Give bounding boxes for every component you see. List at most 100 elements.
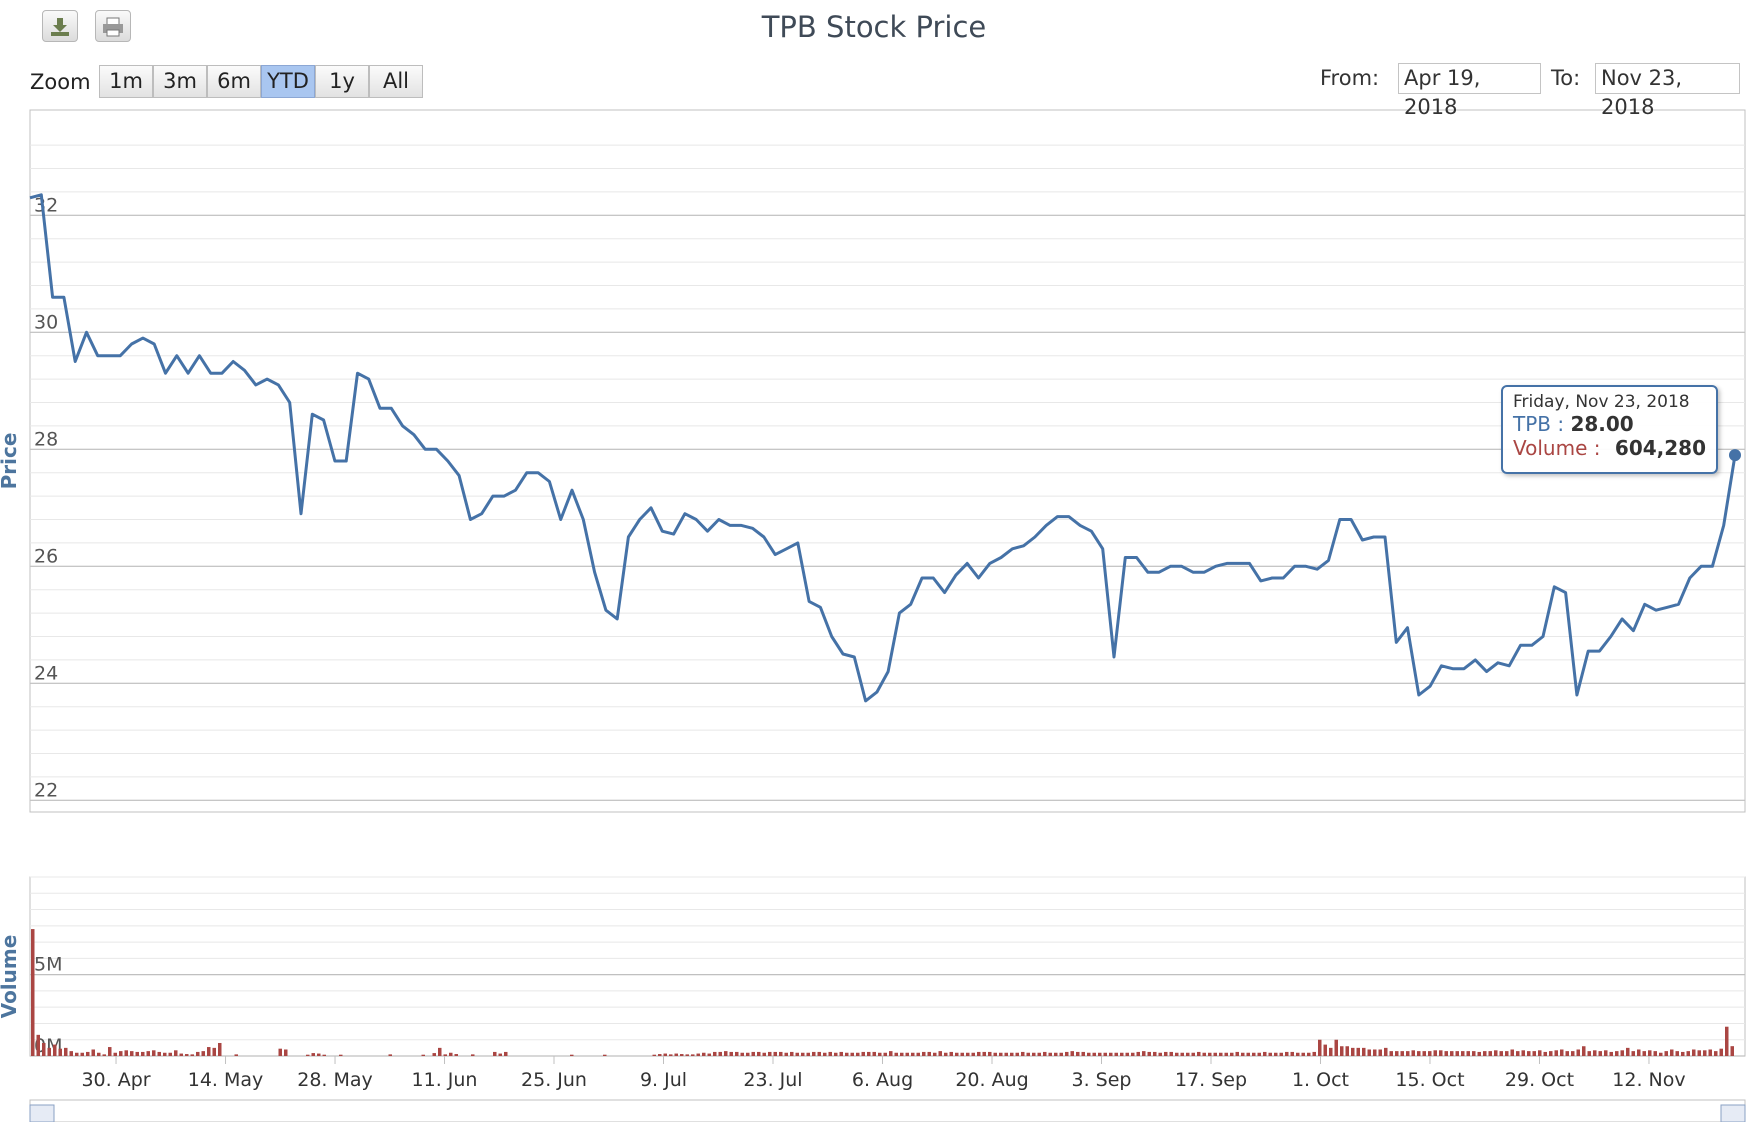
volume-bar [69, 1051, 73, 1056]
volume-bar [1175, 1052, 1179, 1056]
volume-bar [141, 1051, 145, 1056]
volume-bar [47, 1047, 51, 1056]
x-tick-label: 11. Jun [412, 1069, 478, 1091]
volume-bar [179, 1053, 183, 1056]
volume-bar [982, 1051, 986, 1056]
print-button[interactable] [95, 10, 131, 42]
zoom-all-button[interactable]: All [369, 65, 423, 98]
volume-bar [1235, 1051, 1239, 1056]
x-tick-label: 9. Jul [640, 1069, 687, 1091]
from-date-input[interactable]: Apr 19, 2018 [1398, 63, 1541, 119]
volume-bar [746, 1052, 750, 1056]
volume-bar [1076, 1051, 1080, 1056]
volume-bar [1307, 1052, 1311, 1056]
volume-bar [1312, 1051, 1316, 1056]
volume-bar [603, 1054, 607, 1056]
volume-bar [207, 1047, 211, 1056]
volume-bar [801, 1052, 805, 1056]
volume-bar [850, 1052, 854, 1056]
volume-bar [1301, 1052, 1305, 1056]
volume-bar [1263, 1051, 1267, 1056]
zoom-3m-button[interactable]: 3m [153, 65, 207, 98]
volume-bar [113, 1052, 117, 1056]
x-tick-label: 1. Oct [1292, 1069, 1349, 1091]
volume-bar [944, 1052, 948, 1056]
volume-bar [1098, 1052, 1102, 1056]
volume-bar [1109, 1052, 1113, 1056]
volume-bar [1092, 1052, 1096, 1056]
volume-bar [1725, 1026, 1729, 1056]
x-tick-label: 30. Apr [81, 1069, 150, 1091]
volume-bar [317, 1053, 321, 1056]
volume-bar [1136, 1051, 1140, 1056]
zoom-6m-button[interactable]: 6m [207, 65, 261, 98]
volume-bar [834, 1052, 838, 1056]
volume-bar [1169, 1051, 1173, 1056]
x-tick-label: 3. Sep [1071, 1069, 1131, 1091]
volume-bar [163, 1052, 167, 1056]
tooltip-series-label: TPB [1513, 412, 1551, 436]
volume-bar [960, 1052, 964, 1056]
volume-bar [916, 1052, 920, 1056]
volume-bar [493, 1051, 497, 1056]
volume-bar [1538, 1050, 1542, 1056]
download-button[interactable] [42, 10, 78, 42]
volume-bar [1356, 1047, 1360, 1056]
volume-bar [1103, 1052, 1107, 1056]
volume-bar [421, 1054, 425, 1056]
volume-bar [1433, 1050, 1437, 1056]
volume-bar [1340, 1046, 1344, 1056]
zoom-1y-button[interactable]: 1y [315, 65, 369, 98]
volume-bar [86, 1051, 90, 1056]
volume-bar [894, 1052, 898, 1056]
volume-bar [762, 1052, 766, 1056]
x-tick-label: 14. May [188, 1069, 264, 1091]
volume-bar [1026, 1052, 1030, 1056]
volume-bar [1296, 1052, 1300, 1056]
volume-bar [872, 1051, 876, 1056]
volume-bar [135, 1051, 139, 1056]
volume-bar [889, 1051, 893, 1056]
volume-bar [53, 1044, 57, 1056]
volume-bar [1081, 1051, 1085, 1056]
volume-bar [1048, 1052, 1052, 1056]
volume-bar [284, 1049, 288, 1056]
volume-bar [740, 1052, 744, 1056]
volume-bar [1070, 1051, 1074, 1056]
price-hover-marker [1729, 449, 1741, 462]
volume-bar [949, 1051, 953, 1056]
volume-bar [1202, 1052, 1206, 1056]
volume-bar [1604, 1050, 1608, 1056]
volume-bar [1505, 1051, 1509, 1056]
volume-bar [1631, 1051, 1635, 1056]
volume-bar [1373, 1049, 1377, 1056]
zoom-ytd-button[interactable]: YTD [261, 65, 315, 98]
tooltip-date: Friday, Nov 23, 2018 [1513, 392, 1690, 412]
volume-bar [1686, 1051, 1690, 1056]
volume-bar [212, 1047, 216, 1056]
volume-bar [1422, 1051, 1426, 1056]
volume-bar [1527, 1051, 1531, 1056]
zoom-1m-button[interactable]: 1m [99, 65, 153, 98]
volume-bar [784, 1052, 788, 1056]
volume-bar [779, 1051, 783, 1056]
volume-bar [438, 1047, 442, 1056]
volume-bar [911, 1052, 915, 1056]
volume-bar [1609, 1051, 1613, 1056]
volume-bar [1131, 1052, 1135, 1056]
volume-bar [1362, 1047, 1366, 1056]
volume-bar [1560, 1049, 1564, 1056]
volume-bar [1323, 1044, 1327, 1056]
volume-bar [471, 1054, 475, 1056]
volume-bar [1664, 1051, 1668, 1056]
tooltip-volume-value: 604,280 [1614, 436, 1706, 460]
volume-bar [1571, 1051, 1575, 1056]
volume-bar [718, 1051, 722, 1056]
to-date-input[interactable]: Nov 23, 2018 [1595, 63, 1740, 119]
volume-bar [97, 1052, 101, 1056]
volume-bar [432, 1053, 436, 1056]
volume-bar [680, 1054, 684, 1056]
volume-bar [1367, 1049, 1371, 1056]
volume-bar [1329, 1047, 1333, 1056]
